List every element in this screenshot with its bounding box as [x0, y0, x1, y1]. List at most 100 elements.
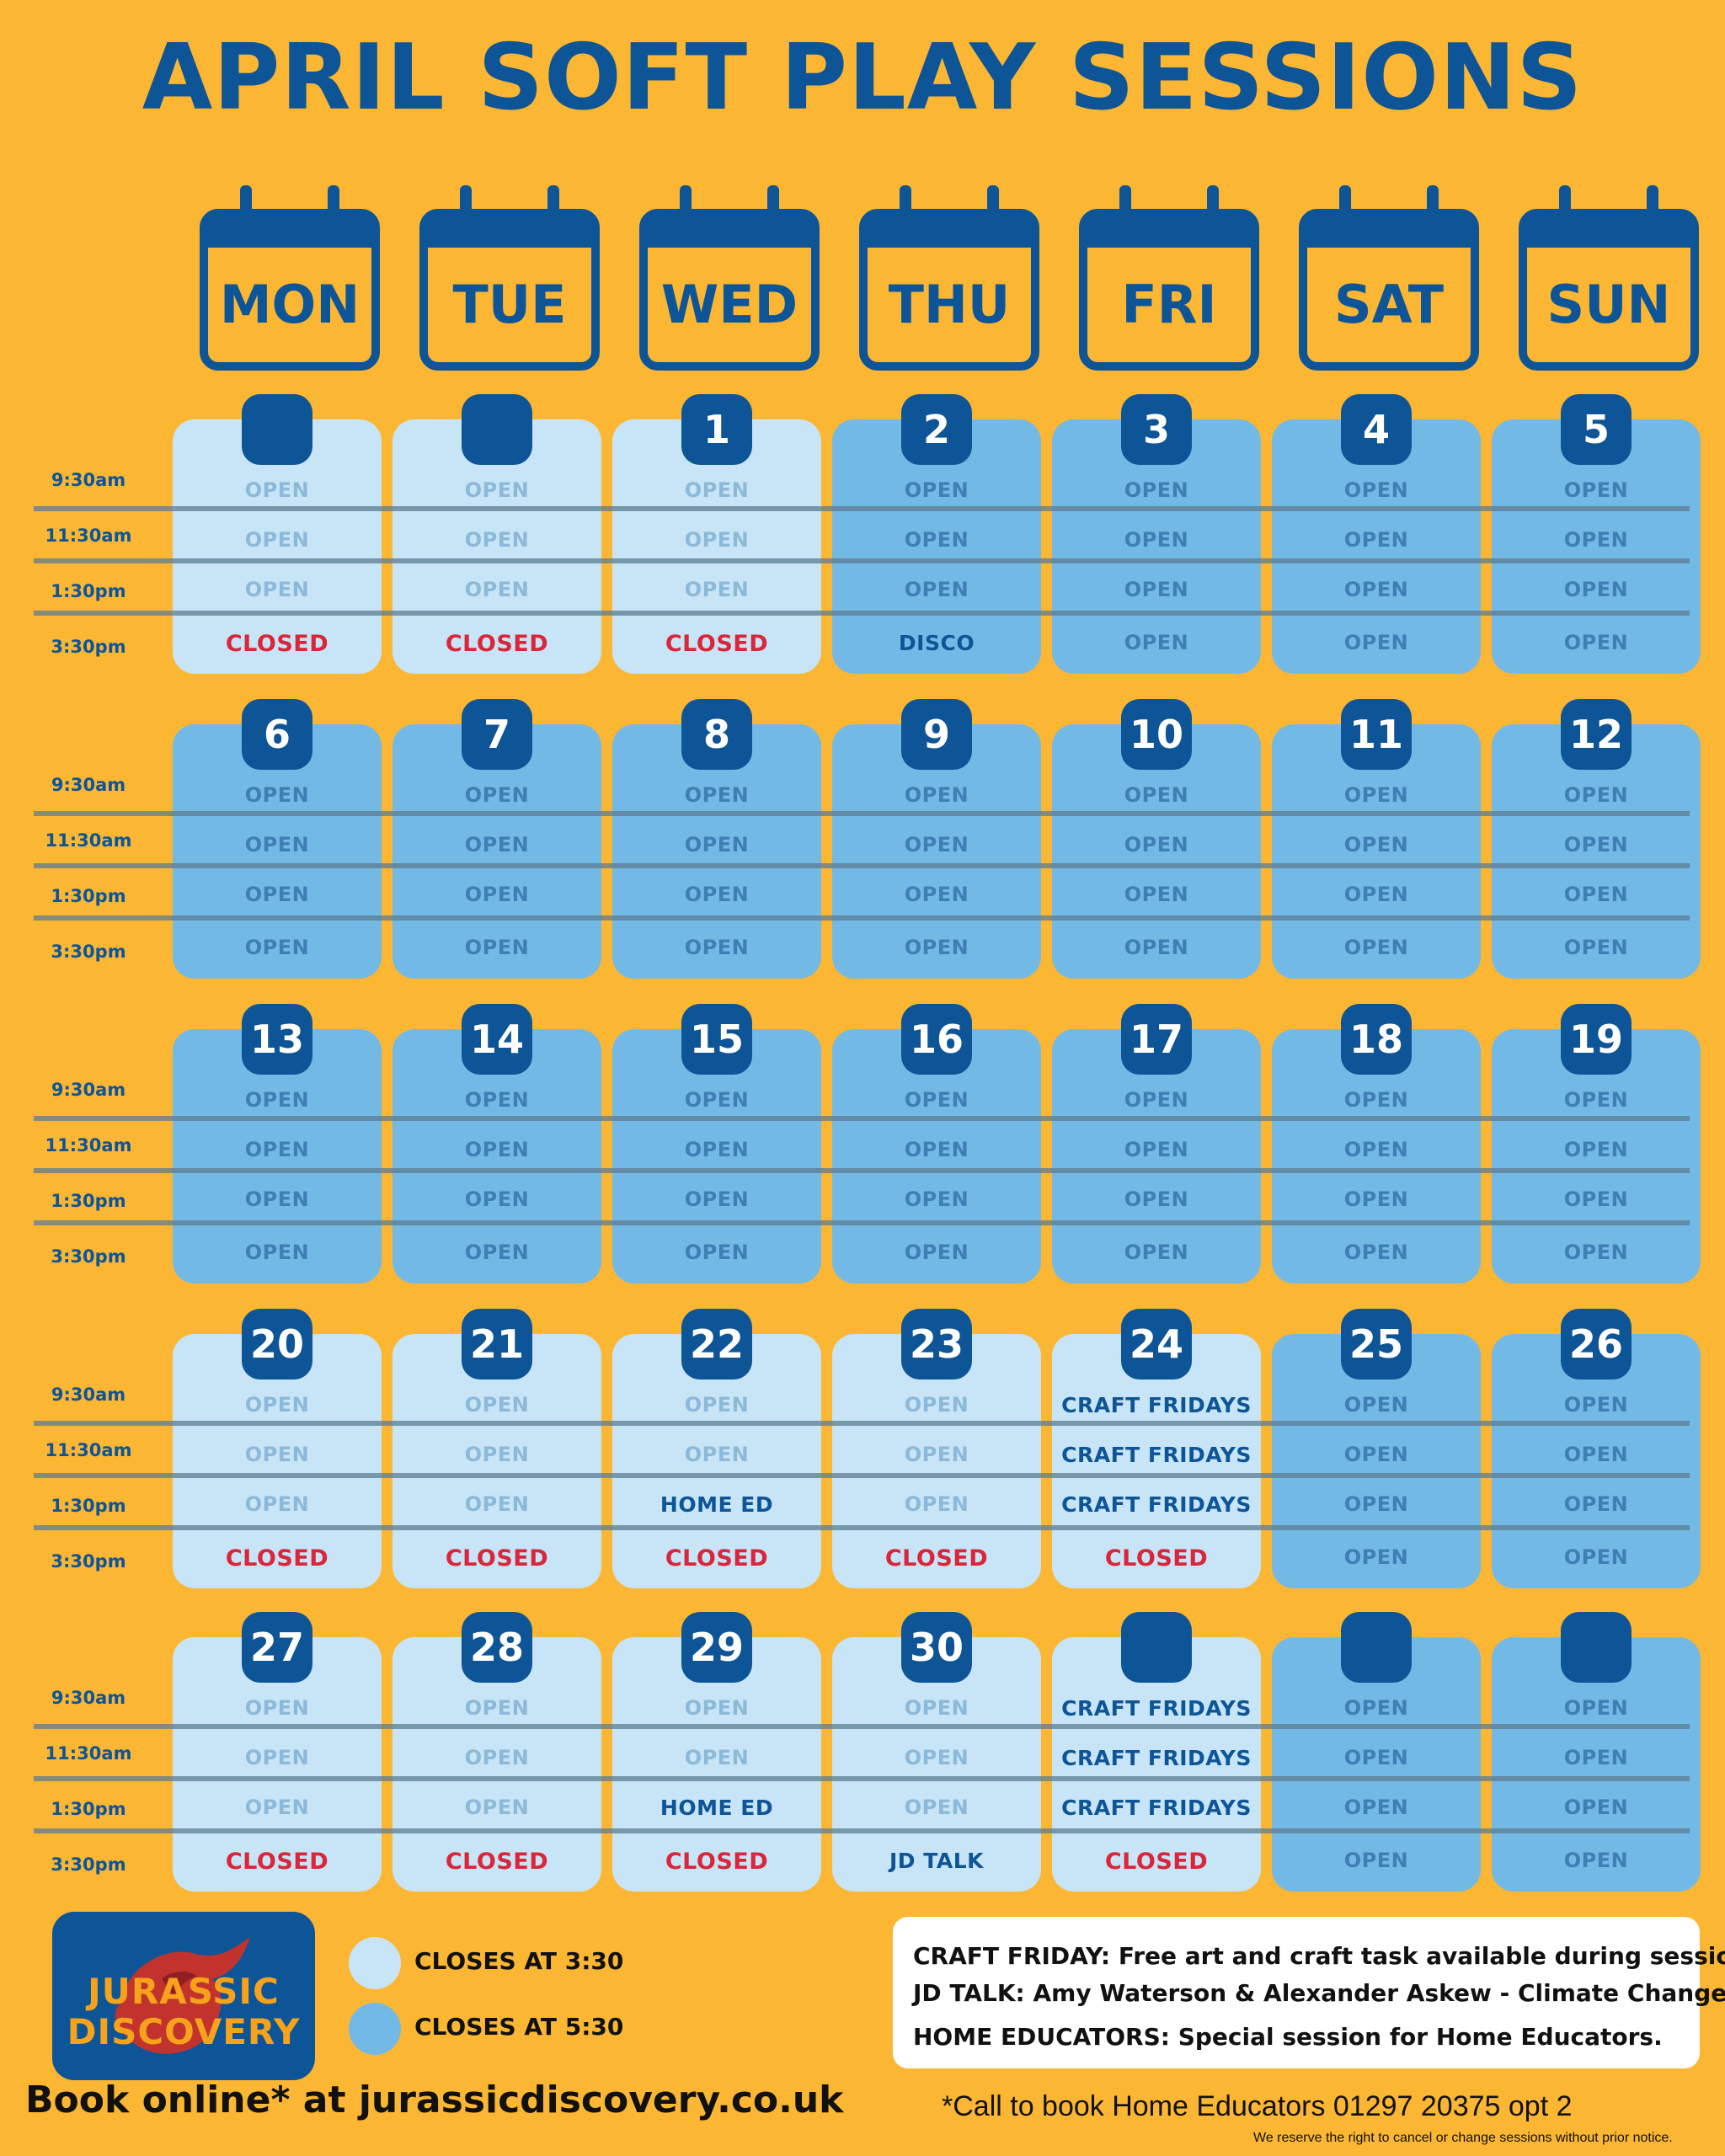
session-slot: JD TALK [889, 1849, 985, 1873]
call-to-book-note: *Call to book Home Educators 01297 20375… [942, 2090, 1573, 2122]
session-slot: OPEN [1343, 631, 1409, 654]
session-slot: OPEN [1563, 1545, 1629, 1569]
session-slot: OPEN [904, 1492, 969, 1516]
session-slot: OPEN [244, 1088, 310, 1112]
time-divider [34, 1776, 1690, 1781]
time-divider [34, 1525, 1690, 1530]
session-slot: OPEN [1343, 1746, 1409, 1769]
calendar-icon [200, 209, 380, 371]
session-slot: OPEN [1563, 1241, 1629, 1264]
date-badge [242, 394, 312, 465]
day-label: SUN [1546, 274, 1671, 335]
book-online-link[interactable]: Book online* at jurassicdiscovery.co.uk [25, 2079, 844, 2121]
session-slot: OPEN [1343, 833, 1409, 857]
session-slot: OPEN [1343, 478, 1409, 502]
session-slot: OPEN [244, 1796, 310, 1819]
time-label: 11:30am [45, 526, 132, 546]
date-badge: 8 [681, 699, 752, 770]
session-slot: OPEN [1563, 1796, 1629, 1819]
session-slot: OPEN [244, 1696, 310, 1720]
session-slot: OPEN [244, 1241, 310, 1264]
date-badge [1341, 1612, 1412, 1683]
logo-text-line1: JURASSIC [88, 1971, 280, 2012]
session-slot: OPEN [464, 1088, 530, 1112]
session-slot: OPEN [904, 478, 969, 502]
session-slot: OPEN [464, 833, 530, 857]
date-badge: 11 [1341, 699, 1412, 770]
jurassic-discovery-logo[interactable]: JURASSIC DISCOVERY [52, 1912, 315, 2080]
session-slot: OPEN [1124, 1138, 1189, 1161]
session-slot: HOME ED [660, 1492, 774, 1517]
date-badge: 26 [1561, 1309, 1632, 1380]
date-badge: 12 [1561, 699, 1632, 770]
session-slot: OPEN [464, 1443, 530, 1466]
time-label: 11:30am [45, 830, 132, 851]
session-slot: OPEN [244, 883, 310, 906]
date-badge: 9 [901, 699, 972, 770]
session-slot: OPEN [904, 1187, 969, 1211]
session-slot: OPEN [684, 478, 750, 502]
session-slot: OPEN [464, 528, 530, 552]
date-badge: 7 [462, 699, 532, 770]
session-slot: OPEN [244, 1492, 310, 1516]
date-badge: 5 [1561, 394, 1632, 465]
date-badge: 20 [242, 1309, 312, 1380]
time-divider [34, 1828, 1690, 1833]
session-slot: OPEN [1563, 936, 1629, 959]
date-badge: 15 [681, 1004, 752, 1075]
date-badge: 23 [901, 1309, 972, 1380]
session-slot: OPEN [904, 1443, 969, 1466]
time-label: 1:30pm [51, 1191, 126, 1211]
session-slot: OPEN [1124, 1241, 1189, 1264]
session-slot: OPEN [1563, 528, 1629, 552]
session-slot: OPEN [684, 1138, 750, 1161]
session-slot: OPEN [1563, 783, 1629, 807]
session-slot: OPEN [1343, 528, 1409, 552]
session-slot: OPEN [464, 1187, 530, 1211]
date-badge: 3 [1121, 394, 1192, 465]
session-slot: OPEN [904, 1138, 969, 1161]
session-slot: OPEN [464, 1746, 530, 1769]
session-slot: OPEN [684, 1746, 750, 1769]
time-label: 3:30pm [51, 637, 126, 657]
time-divider [34, 1220, 1690, 1225]
time-label: 9:30am [51, 775, 126, 795]
disclaimer: We reserve the right to cancel or change… [1253, 2131, 1673, 2145]
legend-dark-dot [349, 2003, 401, 2055]
session-slot: OPEN [1563, 1746, 1629, 1769]
session-slot: OPEN [464, 1241, 530, 1264]
session-slot: CLOSED [225, 631, 329, 657]
time-label: 3:30pm [51, 1246, 126, 1267]
session-slot: OPEN [904, 578, 969, 601]
session-slot: OPEN [1124, 883, 1189, 906]
date-badge: 10 [1121, 699, 1192, 770]
session-slot: OPEN [904, 1796, 969, 1819]
session-slot: OPEN [244, 478, 310, 502]
session-slot: OPEN [244, 936, 310, 959]
session-slot: CRAFT FRIDAYS [1061, 1393, 1252, 1417]
day-label: FRI [1121, 274, 1217, 335]
page-title: APRIL SOFT PLAY SESSIONS [142, 25, 1583, 131]
time-label: 11:30am [45, 1743, 132, 1764]
session-slot: OPEN [1124, 1088, 1189, 1112]
session-slot: OPEN [1563, 883, 1629, 906]
date-badge: 17 [1121, 1004, 1192, 1075]
session-slot: OPEN [1124, 631, 1189, 654]
session-slot: OPEN [464, 783, 530, 807]
day-header-sat: SAT [1299, 185, 1479, 371]
date-badge: 13 [242, 1004, 312, 1075]
time-divider [34, 811, 1690, 816]
session-slot: OPEN [1563, 1393, 1629, 1417]
session-slot: OPEN [1124, 528, 1189, 552]
date-badge: 18 [1341, 1004, 1412, 1075]
session-slot: OPEN [684, 1393, 750, 1417]
time-label: 11:30am [45, 1135, 132, 1155]
session-slot: OPEN [904, 1696, 969, 1720]
session-slot: CLOSED [225, 1545, 329, 1572]
date-badge: 1 [681, 394, 752, 465]
session-slot: OPEN [244, 1443, 310, 1466]
session-slot: OPEN [244, 1393, 310, 1417]
session-slot: OPEN [684, 528, 750, 552]
session-slot: OPEN [1563, 1696, 1629, 1720]
session-slot: CLOSED [225, 1849, 329, 1875]
